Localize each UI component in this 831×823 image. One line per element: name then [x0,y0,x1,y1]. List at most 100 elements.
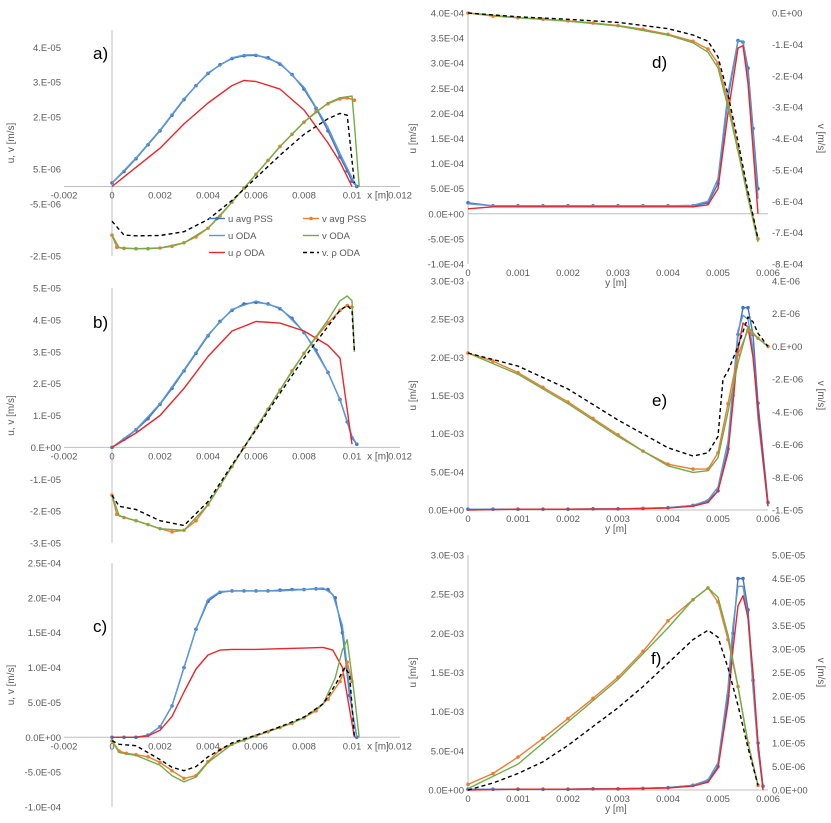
series-marker-v-avg-pss [566,716,570,721]
series-marker-v-avg-pss [345,660,350,664]
x-tick-label: 0.006 [756,268,780,279]
x-axis-title: y [m] [605,524,627,535]
x-axis-title: x [m] [367,190,389,201]
y-tick-label: -5.0E-05 [25,768,61,779]
x-tick-label: 0.006 [756,514,780,525]
series-marker-v-avg-pss [541,736,545,741]
y2-tick-label: -4.E-04 [772,134,803,145]
y-tick-label: 2.5E-03 [431,315,464,326]
y-tick-label: -1.0E-04 [428,260,464,271]
y2-axis-title: v [m/s] [815,124,826,154]
series-line-v-avg-pss [467,329,769,470]
panel-f: 0 0.001 0.002 0.003 0.004 0.005 0.006 3.0E-03 2.… [408,551,826,816]
series-marker-v-avg-pss [338,679,342,684]
y-axis-title: u, v [m/s] [6,395,17,436]
panel-c: -0.002 0 0.002 0.004 0.006 0.008 0.01 0.012 2.5E… [6,559,412,814]
y2-tick-label: 0.0E+00 [772,786,808,797]
y2-tick-label: -2.E-04 [772,71,803,82]
panel-a: -0.002 0 0.002 0.004 0.006 0.008 0.01 0.012 4.E-… [6,30,412,263]
x-tick-label: 0.005 [706,268,730,279]
y-axis-title: u [m/s] [408,123,419,153]
y-tick-label: -5.0E-05 [428,234,464,245]
y-axis-title: u, v [m/s] [6,122,17,163]
x-tick-label: 0.008 [292,451,316,462]
series-line-v-oda [111,295,356,531]
y-tick-label: 4.0E-04 [431,9,464,20]
x-tick-label: 0 [465,794,470,805]
y-tick-label: 2.0E-04 [28,593,61,604]
y-tick-label: 0.E+00 [31,443,61,454]
series-line-u-oda [111,54,358,187]
y2-axis-title: v [m/s] [815,381,826,411]
y-tick-label: 1.5E-04 [28,628,61,639]
x-tick-label: 0.004 [656,514,680,525]
y-tick-label: 0.0E+00 [428,506,464,517]
panel-label: a) [93,44,108,63]
y-tick-label: 1.E-05 [33,411,61,422]
series-line-v-rho-oda [111,666,356,772]
x-tick-label: 0.004 [196,190,220,201]
x-tick-label: 0.002 [148,741,172,752]
y-tick-label: 0.0E+00 [428,786,464,797]
series-marker-v-avg-pss [170,768,174,773]
y2-tick-label: -8.E-04 [772,260,803,271]
y-tick-label: -1.0E-04 [25,803,61,814]
y-axis-title: u [m/s] [408,657,419,687]
series-line-v-rho-oda [467,629,759,791]
y2-tick-label: 4.5E-05 [772,574,805,585]
series-line-u-rho-oda [111,320,353,449]
y-tick-label: 5.E-05 [33,284,61,295]
y2-tick-label: 1.5E-05 [772,715,805,726]
y2-tick-label: -5.E-04 [772,165,803,176]
series-line-v-rho-oda [111,112,356,237]
series-marker-v-avg-pss [666,619,670,623]
y2-tick-label: -4.E-06 [772,407,803,418]
series-line-u-avg-pss [112,588,358,738]
x-axis-title: x [m] [367,741,389,752]
y2-tick-label: 5.0E-06 [772,762,805,773]
series-line-v-avg-pss [111,97,355,250]
y2-axis-title: v [m/s] [815,658,826,688]
series-line-u-avg-pss [468,307,769,510]
panel-label: b) [93,313,108,332]
y2-tick-label: -1.E-04 [772,40,803,51]
y-tick-label: 0.0E+00 [25,733,61,744]
legend-label: u ρ ODA [228,248,265,259]
x-tick-label: -0.002 [51,190,78,201]
x-tick-label: 0 [465,268,470,279]
y2-tick-label: -6.E-04 [772,197,803,208]
y-tick-label: 4.E-05 [33,43,61,54]
x-tick-label: 0.002 [148,451,172,462]
series-marker-v-avg-pss [146,755,150,759]
series-marker-v-avg-pss [691,467,695,471]
series-marker-v-avg-pss [466,782,470,787]
y2-tick-label: -1.E-05 [772,506,803,517]
series-marker-v-avg-pss [182,776,186,781]
x-tick-label: 0.005 [706,514,730,525]
y-tick-label: 5.0E-04 [431,746,464,757]
x-tick-label: 0.002 [148,190,172,201]
panel-label: e) [652,391,667,410]
y2-tick-label: 5.0E-05 [772,551,805,562]
y2-tick-label: 4.0E-05 [772,598,805,609]
legend-label: u ODA [228,231,257,242]
y-tick-label: 3.E-05 [33,78,61,89]
x-tick-label: 0.01 [343,190,362,201]
x-tick-label: 0.012 [388,190,412,201]
x-tick-label: 0.004 [196,741,220,752]
y-tick-label: -3.E-05 [30,539,61,550]
x-tick-label: 0.003 [606,514,630,525]
x-tick-label: 0.006 [244,190,268,201]
series-line-v-oda [111,95,360,250]
series-marker-u-avg-pss [746,305,750,310]
x-tick-label: 0.004 [196,451,220,462]
y-tick-label: 2.5E-03 [431,590,464,601]
y-tick-label: 0.0E+00 [428,209,464,220]
series-line-v-rho-oda [111,304,356,527]
series-marker-v-avg-pss [706,47,710,51]
x-tick-label: 0.006 [756,794,780,805]
series-line-u-rho-oda [467,595,764,791]
x-tick-label: 0 [109,741,114,752]
series-line-u-avg-pss [111,301,358,448]
